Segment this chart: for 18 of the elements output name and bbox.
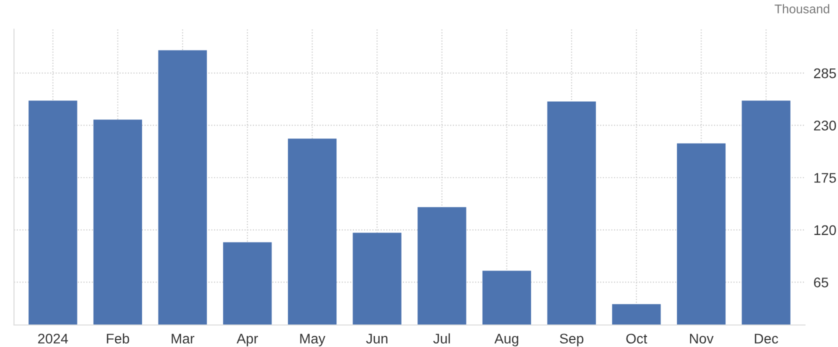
y-tick-label: 230: [814, 120, 836, 130]
x-tick-label: Jul: [433, 333, 450, 344]
y-tick-label: 65: [814, 278, 828, 288]
x-tick-label: Jun: [366, 334, 388, 344]
x-tick-label: Mar: [172, 334, 194, 344]
y-tick-label: 285: [814, 68, 836, 78]
x-tick-label: 2024: [38, 334, 68, 344]
x-tick-label: May: [300, 334, 326, 346]
y-tick-label: 175: [814, 173, 836, 183]
x-tick-label: Nov: [690, 334, 714, 344]
x-tick-label: Dec: [754, 334, 778, 344]
x-tick-label: Feb: [106, 333, 130, 344]
y-tick-label: 120: [814, 225, 836, 236]
x-tick-label: Sep: [560, 334, 584, 346]
x-tick-label: Apr: [236, 334, 258, 346]
x-tick-label: Oct: [626, 334, 648, 344]
x-tick-label: Aug: [494, 334, 518, 346]
y-axis-title: Thousand: [774, 4, 830, 14]
